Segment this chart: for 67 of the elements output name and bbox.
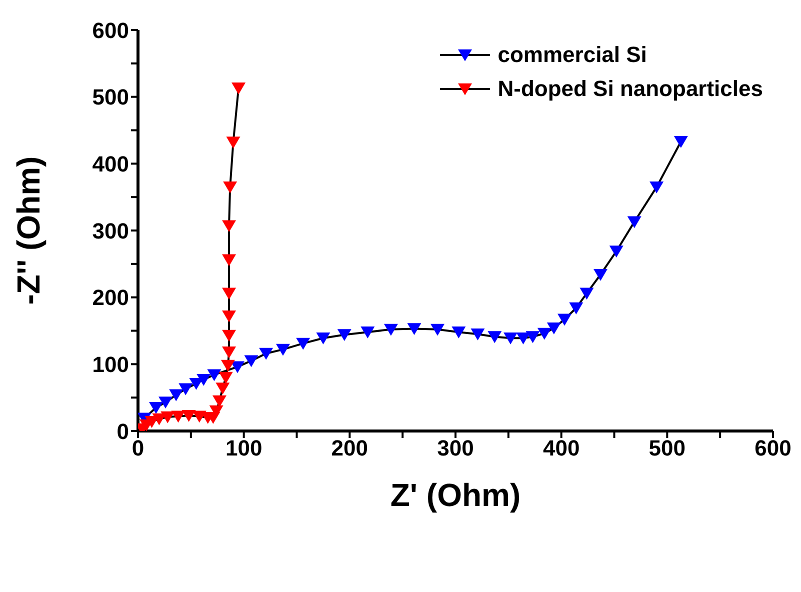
point [220,360,235,372]
point [222,254,236,266]
point [148,402,163,414]
point [212,395,226,408]
point [526,331,540,344]
point [160,411,175,424]
point [216,382,230,395]
point [609,246,624,258]
point [178,383,193,396]
y-tick-label: 200 [92,285,129,310]
point [222,220,236,232]
point [430,324,445,336]
point [182,410,196,422]
y-tick-label: 600 [92,18,129,43]
point [232,82,246,94]
y-tick-label: 400 [92,151,129,176]
point [504,332,518,344]
point [196,374,211,386]
point [171,410,186,423]
point [674,136,688,148]
point [650,181,664,194]
point [222,330,236,342]
point [337,329,352,342]
point [296,338,310,350]
x-tick-label: 0 [132,436,144,461]
point [169,389,184,402]
x-axis-title: Z' (Ohm) [390,477,521,513]
x-tick-label: 200 [331,436,368,461]
point [316,332,330,344]
legend-label: N-doped Si nanoparticles [498,76,763,102]
y-axis-title: -Z'' (Ohm) [10,156,46,305]
point [360,326,375,338]
x-tick-label: 600 [754,436,792,461]
point [452,326,466,338]
point [593,269,608,281]
point [226,136,240,149]
x-tick-label: 400 [542,436,580,461]
point [580,288,594,300]
point [488,331,502,344]
point [218,372,233,384]
y-tick-label: 0 [116,418,129,444]
y-tick-label: 300 [92,218,129,244]
point [158,396,173,409]
y-tick-label: 100 [92,352,129,377]
point [244,355,258,368]
point [569,302,584,314]
point [407,323,422,336]
x-tick-label: 300 [437,436,474,461]
x-tick-label: 500 [648,436,686,461]
y-tick-label: 500 [92,84,129,110]
point [546,322,561,334]
legend-label: commercial Si [498,42,647,68]
point [537,328,552,340]
x-tick-label: 100 [225,436,262,461]
point [222,288,236,300]
point [223,181,238,194]
point [259,348,274,360]
point [627,216,642,228]
point [230,361,244,374]
point [384,324,398,336]
point [276,344,290,356]
point [222,346,236,358]
point [516,332,530,344]
point [222,310,236,322]
point [558,314,572,326]
point [207,369,222,382]
point [470,328,485,340]
